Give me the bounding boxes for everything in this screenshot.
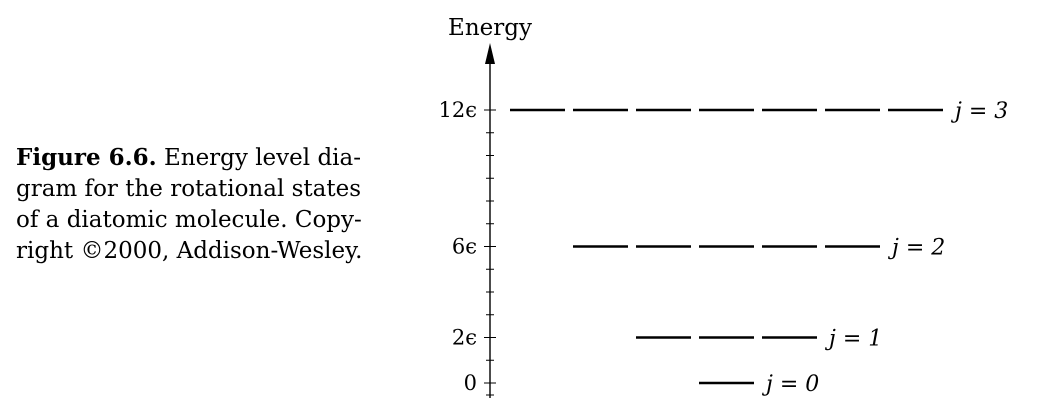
state-label: j = 1 <box>824 327 882 352</box>
energy-level: 2ϵ j = 1 <box>452 326 882 352</box>
energy-levels: 0 j = 0 2ϵ j = 1 6ϵ j = 2 12ϵ j = 3 <box>439 98 1009 397</box>
energy-axis-ticks <box>484 109 496 396</box>
caption-line-4: right ©2000, Addison-Wesley. <box>16 238 363 264</box>
caption-line-1-text: Energy level dia- <box>163 145 362 171</box>
energy-tick-label: 12ϵ <box>439 98 477 122</box>
caption-label: Figure 6.6. <box>16 144 157 171</box>
energy-level: 0 j = 0 <box>464 371 820 397</box>
energy-tick-label: 0 <box>464 371 477 395</box>
energy-tick-label: 2ϵ <box>452 326 477 350</box>
caption-line-2: gram for the rotational states <box>16 176 362 202</box>
state-label: j = 0 <box>761 372 819 397</box>
energy-level: 12ϵ j = 3 <box>439 98 1009 124</box>
state-label: j = 3 <box>950 99 1008 124</box>
caption-line-3: of a diatomic molecule. Copy- <box>16 207 362 233</box>
energy-tick-label: 6ϵ <box>452 235 477 259</box>
caption-line-1: Figure 6.6. Energy level dia- <box>16 142 388 174</box>
energy-axis-arrowhead <box>485 43 495 64</box>
energy-level: 6ϵ j = 2 <box>452 235 945 261</box>
state-label: j = 2 <box>887 236 945 261</box>
energy-axis-title: Energy <box>448 15 532 41</box>
figure-caption: Figure 6.6. Energy level dia- gram for t… <box>16 142 388 267</box>
